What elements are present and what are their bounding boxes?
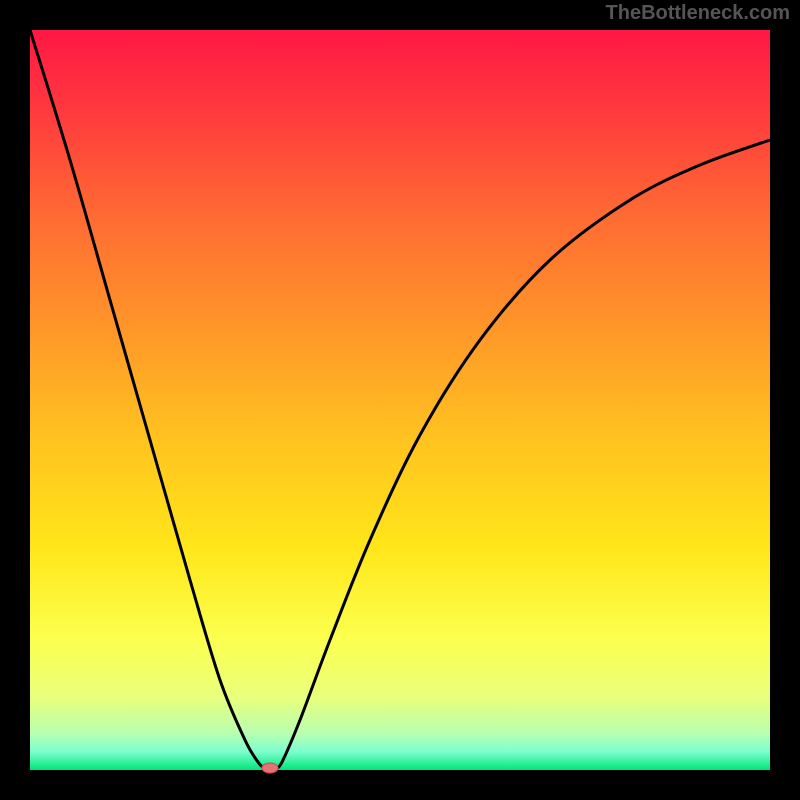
minimum-marker [262, 763, 278, 773]
plot-background-gradient [30, 30, 770, 770]
plot-svg [0, 0, 800, 800]
chart-container: TheBottleneck.com [0, 0, 800, 800]
watermark-label: TheBottleneck.com [606, 2, 790, 25]
